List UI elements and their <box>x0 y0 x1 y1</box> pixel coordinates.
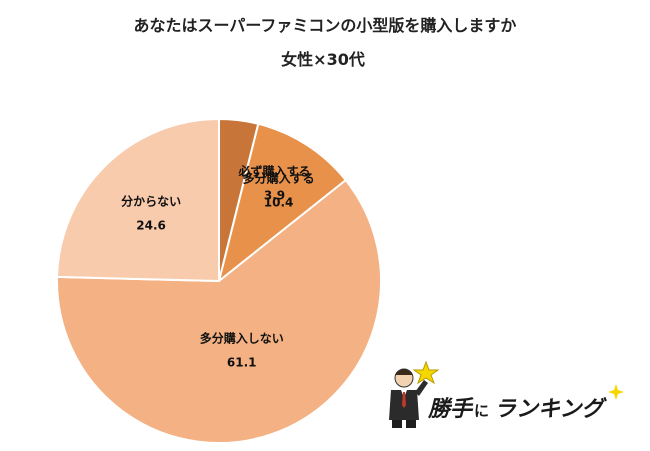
pie-slice <box>217 122 348 284</box>
logo-text-main: 勝手 <box>428 397 474 422</box>
slice-value-label: 61.1 <box>227 356 257 370</box>
pie-labels: 必ず購入する 3.9 多分購入する 10.4 多分購入しない 61.1 分からない 24.6 <box>121 164 315 370</box>
slice-category-label: 多分購入しない <box>200 331 284 346</box>
pie-slices <box>56 117 382 444</box>
slice-value-label: 10.4 <box>264 195 294 209</box>
slice-category-label: 分からない <box>121 193 181 208</box>
site-logo: 勝手 に ランキング <box>389 360 624 428</box>
pie-slice <box>56 117 220 283</box>
pie-slice <box>56 178 382 444</box>
sparkle-icon <box>608 384 624 400</box>
slice-value-label: 3.9 <box>264 189 285 203</box>
logo-text-small: に <box>474 402 489 420</box>
businessman-with-star-icon <box>389 360 440 428</box>
slice-value-label: 24.6 <box>136 218 166 232</box>
chart-title: あなたはスーパーファミコンの小型版を購入しますか <box>134 16 517 35</box>
slice-category-label: 多分購入する <box>243 170 315 185</box>
slice-category-label: 必ず購入する <box>237 164 310 179</box>
chart-subtitle: 女性×30代 <box>281 50 365 69</box>
logo-text-tail: ランキング <box>494 397 607 422</box>
star-icon <box>412 360 440 385</box>
